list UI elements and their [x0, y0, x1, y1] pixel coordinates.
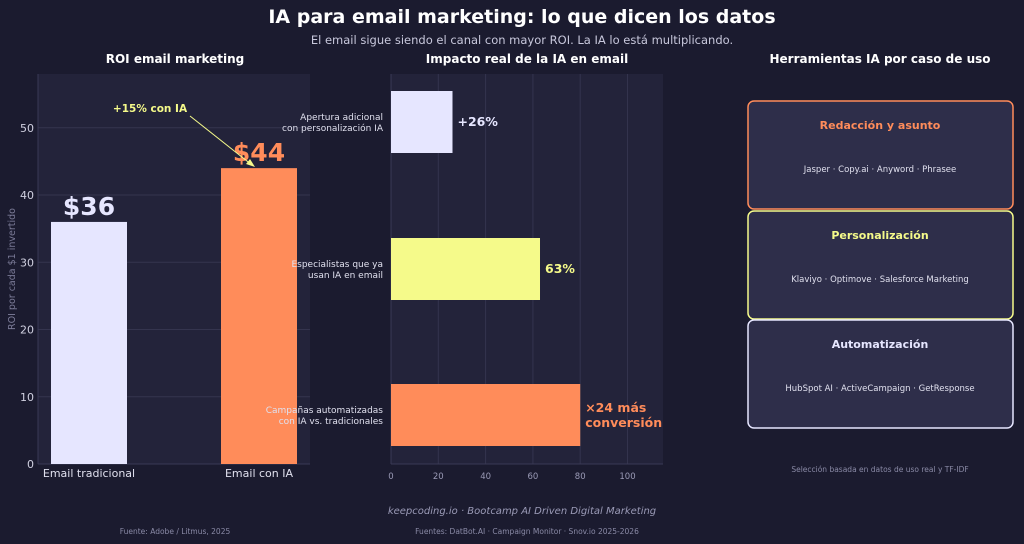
impact-x-tick-label: 0 [388, 472, 393, 482]
impact-bar [391, 238, 541, 300]
tool-card-box [747, 100, 1014, 210]
roi-chart-title: ROI email marketing [106, 52, 245, 66]
impact-x-tick-label: 40 [480, 472, 491, 482]
roi-y-tick-label: 0 [27, 458, 34, 471]
roi-bar [221, 168, 297, 464]
tool-card-box [747, 210, 1014, 320]
impact-y-tick-label: Campañas automatizadas con IA vs. tradici… [266, 406, 384, 427]
impact-source: Fuentes: DatBot.AI · Campaign Monitor · … [415, 527, 639, 536]
annotation-arrow [189, 115, 253, 166]
impact-x-tick-label: 80 [575, 472, 586, 482]
annotation-arrow-head [246, 159, 255, 167]
roi-bar-data-label: $36 [63, 192, 115, 221]
tools-note: Selección basada en datos de uso real y … [791, 465, 968, 474]
tool-card-title: Personalización [831, 229, 928, 242]
impact-bar-data-label: +26% [457, 114, 498, 129]
footer-credit: keepcoding.io · Bootcamp AI Driven Digit… [388, 506, 656, 517]
roi-y-tick-label: 40 [20, 189, 34, 202]
roi-annotation: +15% con IA [113, 103, 188, 115]
tool-card-tools: Jasper · Copy.ai · Anyword · Phrasee [803, 165, 956, 175]
roi-y-tick-label: 10 [20, 391, 34, 404]
impact-bar-data-label: ×24 más conversión [585, 400, 662, 430]
roi-x-tick-label: Email tradicional [43, 467, 135, 480]
roi-y-tick-label: 20 [20, 324, 34, 337]
impact-bar [391, 91, 453, 153]
roi-y-tick-label: 30 [20, 256, 34, 269]
roi-x-tick-label: Email con IA [225, 467, 294, 480]
impact-x-tick-label: 20 [433, 472, 444, 482]
tool-card: Redacción y asunto Jasper · Copy.ai · Any… [747, 100, 1014, 210]
tool-card: Automatización HubSpot AI · ActiveCampaig… [747, 319, 1014, 429]
tool-card-title: Automatización [832, 338, 929, 351]
tools-panel-title: Herramientas IA por caso de uso [769, 52, 990, 66]
roi-source: Fuente: Adobe / Litmus, 2025 [120, 527, 231, 536]
tool-card-box [747, 319, 1014, 429]
impact-chart-title: Impacto real de la IA en email [426, 52, 628, 66]
figure-subtitle: El email sigue siendo el canal con mayor… [311, 33, 733, 47]
tool-card-tools: HubSpot AI · ActiveCampaign · GetRespons… [785, 384, 974, 394]
impact-x-tick-label: 60 [527, 472, 538, 482]
roi-y-tick-label: 50 [20, 122, 34, 135]
roi-bar [51, 221, 127, 464]
roi-bar-data-label: $44 [233, 138, 285, 167]
tool-card-title: Redacción y asunto [820, 119, 941, 132]
roi-y-axis-label: ROI por cada $1 invertido [7, 208, 18, 330]
impact-x-tick-label: 100 [619, 472, 635, 482]
tool-card-tools: Klaviyo · Optimove · Salesforce Marketin… [791, 275, 969, 285]
figure-title: IA para email marketing: lo que dicen lo… [268, 6, 775, 28]
impact-bar-data-label: 63% [545, 261, 575, 276]
impact-y-tick-label: Apertura adicional con personalización IA [282, 113, 384, 134]
tool-card: Personalización Klaviyo · Optimove · Sale… [747, 210, 1014, 320]
impact-bar [391, 384, 581, 446]
impact-y-tick-label: Especialistas que ya usan IA en email [291, 260, 383, 281]
